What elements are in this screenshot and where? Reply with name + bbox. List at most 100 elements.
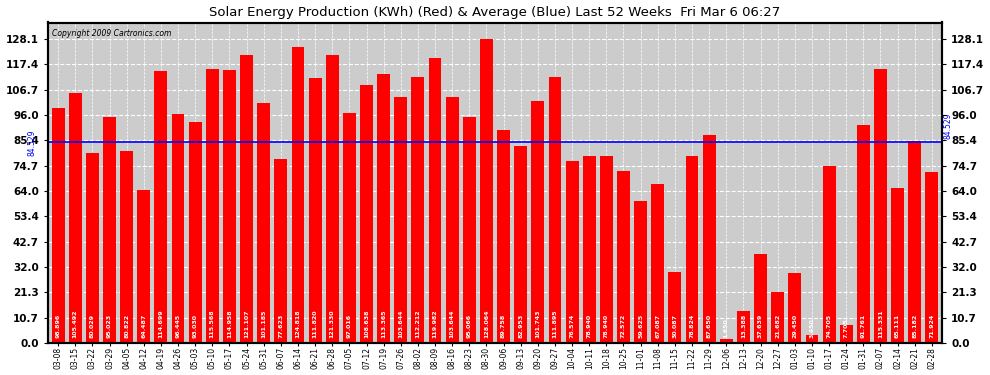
- Bar: [497, 130, 510, 343]
- Text: 30.087: 30.087: [672, 314, 677, 338]
- Text: 89.758: 89.758: [501, 314, 506, 338]
- Bar: [309, 78, 322, 343]
- Text: 1.650: 1.650: [724, 318, 729, 338]
- Text: 96.445: 96.445: [175, 314, 180, 338]
- Text: 105.492: 105.492: [72, 310, 78, 338]
- Bar: [857, 125, 870, 343]
- Text: 101.185: 101.185: [261, 310, 266, 338]
- Text: 103.644: 103.644: [449, 310, 454, 338]
- Bar: [788, 273, 801, 343]
- Bar: [394, 97, 407, 343]
- Text: 121.330: 121.330: [330, 310, 335, 338]
- Bar: [171, 114, 184, 343]
- Text: 114.699: 114.699: [158, 310, 163, 338]
- Bar: [446, 97, 458, 343]
- Text: 80.822: 80.822: [124, 314, 129, 338]
- Text: 91.761: 91.761: [861, 314, 866, 338]
- Text: 78.824: 78.824: [689, 314, 695, 338]
- Bar: [754, 254, 767, 343]
- Bar: [548, 77, 561, 343]
- Text: 111.820: 111.820: [313, 310, 318, 338]
- Bar: [926, 172, 939, 343]
- Bar: [69, 93, 81, 343]
- Bar: [274, 159, 287, 343]
- Bar: [154, 71, 167, 343]
- Text: 21.682: 21.682: [775, 314, 780, 338]
- Bar: [189, 122, 202, 343]
- Text: 72.572: 72.572: [621, 314, 626, 338]
- Bar: [651, 184, 664, 343]
- Text: 74.705: 74.705: [827, 314, 832, 338]
- Bar: [891, 188, 904, 343]
- Bar: [806, 335, 819, 343]
- Text: 124.818: 124.818: [295, 310, 301, 338]
- Text: 119.982: 119.982: [433, 310, 438, 338]
- Bar: [514, 146, 527, 343]
- Bar: [257, 103, 270, 343]
- Text: 103.644: 103.644: [398, 310, 403, 338]
- Text: 77.623: 77.623: [278, 314, 283, 338]
- Text: 113.365: 113.365: [381, 310, 386, 338]
- Bar: [138, 190, 150, 343]
- Bar: [412, 76, 425, 343]
- Text: 78.940: 78.940: [604, 314, 609, 338]
- Text: 101.743: 101.743: [536, 310, 541, 338]
- Text: 78.940: 78.940: [587, 314, 592, 338]
- Bar: [703, 135, 716, 343]
- Text: 80.029: 80.029: [90, 314, 95, 338]
- Text: 111.895: 111.895: [552, 310, 557, 338]
- Text: 114.958: 114.958: [227, 310, 232, 338]
- Text: 108.638: 108.638: [364, 310, 369, 338]
- Bar: [909, 141, 921, 343]
- Bar: [429, 58, 442, 343]
- Bar: [532, 102, 544, 343]
- Bar: [720, 339, 733, 343]
- Text: 115.568: 115.568: [210, 310, 215, 338]
- Bar: [120, 151, 133, 343]
- Bar: [360, 85, 373, 343]
- Bar: [103, 117, 116, 343]
- Text: 82.953: 82.953: [518, 314, 523, 338]
- Text: 84.529: 84.529: [28, 129, 37, 156]
- Text: Copyright 2009 Cartronics.com: Copyright 2009 Cartronics.com: [52, 29, 171, 38]
- Bar: [840, 325, 852, 343]
- Bar: [480, 39, 493, 343]
- Text: 121.107: 121.107: [245, 310, 249, 338]
- Text: 13.388: 13.388: [741, 314, 745, 338]
- Text: 67.087: 67.087: [655, 314, 660, 338]
- Text: 64.487: 64.487: [142, 314, 147, 338]
- Text: 65.111: 65.111: [895, 314, 900, 338]
- Bar: [686, 156, 699, 343]
- Bar: [377, 74, 390, 343]
- Bar: [51, 108, 64, 343]
- Bar: [343, 112, 355, 343]
- Bar: [600, 156, 613, 343]
- Text: 37.639: 37.639: [758, 314, 763, 338]
- Text: 71.924: 71.924: [930, 314, 935, 338]
- Text: 3.450: 3.450: [810, 318, 815, 338]
- Text: 87.650: 87.650: [707, 314, 712, 338]
- Text: 85.182: 85.182: [912, 314, 918, 338]
- Text: 95.066: 95.066: [467, 314, 472, 338]
- Bar: [241, 56, 253, 343]
- Bar: [463, 117, 476, 343]
- Bar: [668, 272, 681, 343]
- Bar: [326, 55, 339, 343]
- Bar: [617, 171, 630, 343]
- Bar: [874, 69, 887, 343]
- Bar: [565, 161, 578, 343]
- Text: 84.529: 84.529: [943, 112, 953, 139]
- Bar: [635, 201, 647, 343]
- Text: 112.212: 112.212: [416, 310, 421, 338]
- Text: 115.331: 115.331: [878, 310, 883, 338]
- Bar: [737, 311, 749, 343]
- Text: 98.896: 98.896: [55, 314, 60, 338]
- Text: 7.705: 7.705: [843, 318, 848, 338]
- Text: 76.574: 76.574: [569, 314, 574, 338]
- Title: Solar Energy Production (KWh) (Red) & Average (Blue) Last 52 Weeks  Fri Mar 6 06: Solar Energy Production (KWh) (Red) & Av…: [209, 6, 781, 18]
- Bar: [223, 70, 236, 343]
- Bar: [206, 69, 219, 343]
- Bar: [823, 166, 836, 343]
- Bar: [771, 291, 784, 343]
- Text: 128.064: 128.064: [484, 310, 489, 338]
